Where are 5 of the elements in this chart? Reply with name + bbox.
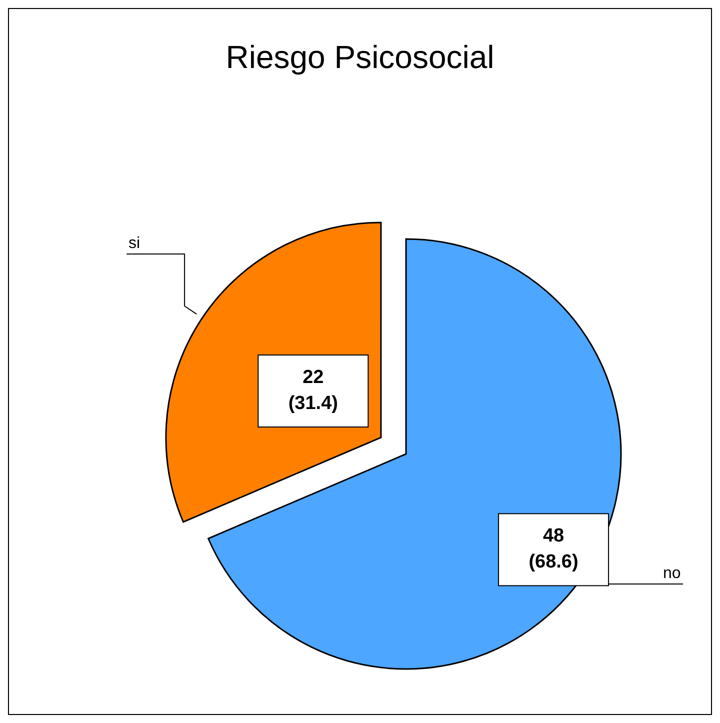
data-label: 22 (31.4): [288, 367, 338, 414]
slice-label: no: [663, 564, 681, 582]
chart-title: Riesgo Psicosocial: [224, 39, 496, 76]
slice-label: si: [128, 235, 140, 252]
data-label: 48 (68.6): [528, 526, 578, 573]
